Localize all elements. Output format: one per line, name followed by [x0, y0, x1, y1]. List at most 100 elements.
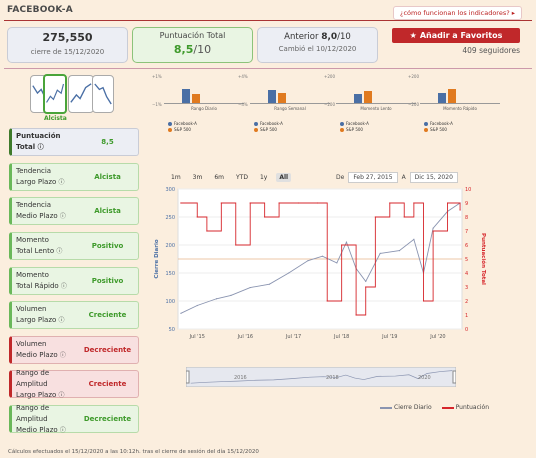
- y-right-tick: 3: [465, 285, 468, 291]
- date-to-label: A: [401, 174, 406, 181]
- y-right-tick: 9: [465, 201, 468, 207]
- bar-facebook: [438, 92, 446, 103]
- score-point: [446, 202, 449, 204]
- info-icon[interactable]: ⓘ: [59, 352, 66, 359]
- trend-thumb-up[interactable]: [68, 75, 94, 113]
- indicator-amplitude-medium[interactable]: Rango de Amplitud Medio Plazo ⓘ Decrecien…: [9, 404, 139, 434]
- navigator-label: 2018: [326, 375, 339, 381]
- bar-facebook: [182, 88, 190, 103]
- price-date: cierre de 15/12/2020: [30, 48, 105, 56]
- indicator-total-score[interactable]: Puntuación Total ⓘ 8,5: [9, 128, 139, 156]
- trend-line-icon: [46, 83, 65, 103]
- range-button-6m[interactable]: 6m: [214, 174, 225, 181]
- indicator-momentum-slow[interactable]: Momento Total Lento ⓘ Positivo: [9, 232, 139, 260]
- score-point: [235, 244, 237, 246]
- y-right-tick: 6: [465, 243, 468, 249]
- tick-top: +4%: [238, 74, 248, 79]
- trend-thumb-down[interactable]: [92, 75, 114, 113]
- info-icon[interactable]: ⓘ: [58, 391, 65, 399]
- how-indicators-link[interactable]: ¿cómo funcionan los indicadores? ▸: [393, 6, 522, 20]
- range-button-all[interactable]: All: [276, 173, 292, 182]
- y-right-tick: 5: [465, 257, 468, 263]
- info-icon[interactable]: ⓘ: [37, 144, 44, 151]
- mini-chart-caption: Momento Rápido: [443, 106, 477, 111]
- close-point: [307, 260, 309, 262]
- score-point: [326, 300, 328, 302]
- price-card: 275,550 cierre de 15/12/2020: [7, 27, 128, 63]
- legend-facebook: Facebook-A: [346, 121, 369, 126]
- navigator-handle-right[interactable]: [452, 370, 456, 384]
- indicator-label: Puntuación: [16, 132, 61, 140]
- score-point: [249, 202, 251, 204]
- info-icon[interactable]: ⓘ: [59, 213, 66, 220]
- y-right-tick: 10: [465, 187, 471, 193]
- date-range: De Feb 27, 2015 A Dic 15, 2020: [336, 172, 458, 183]
- navigator-label: 2016: [234, 375, 247, 381]
- legend-facebook: Facebook-A: [174, 121, 197, 126]
- legend-facebook: Facebook-A: [430, 121, 453, 126]
- add-favorite-label: Añadir a Favoritos: [419, 31, 503, 40]
- indicator-label: Tendencia: [16, 201, 52, 209]
- indicator-value: Decreciente: [83, 415, 132, 423]
- navigator-handle-left[interactable]: [186, 370, 190, 384]
- score-point: [278, 202, 280, 204]
- close-point: [215, 298, 218, 300]
- close-point: [365, 280, 367, 282]
- indicator-trend-medium[interactable]: Tendencia Medio Plazo ⓘ Alcista: [9, 197, 139, 225]
- indicator-trend-long[interactable]: Tendencia Largo Plazo ⓘ Alcista: [9, 163, 139, 191]
- indicator-sublabel: Largo Plazo: [16, 316, 57, 324]
- score-point: [432, 230, 434, 232]
- close-point: [321, 255, 324, 257]
- indicator-sublabel: Largo Plazo: [16, 178, 57, 186]
- close-point: [180, 312, 182, 314]
- calculation-note: Cálculos efectuados el 15/12/2020 a las …: [8, 449, 259, 455]
- x-tick: Jul '18: [333, 334, 349, 340]
- score-point: [374, 216, 376, 218]
- range-button-3m[interactable]: 3m: [192, 174, 203, 181]
- legend-item-close[interactable]: Cierre Diario: [380, 404, 432, 411]
- date-to-input[interactable]: Dic 15, 2020: [409, 172, 458, 183]
- info-icon[interactable]: ⓘ: [58, 317, 65, 324]
- score-point: [220, 202, 222, 204]
- tick-bottom: −1%: [152, 102, 162, 107]
- range-button-ytd[interactable]: YTD: [236, 174, 248, 181]
- trend-thumb-bullish[interactable]: [43, 74, 67, 114]
- indicator-value: 8,5: [101, 138, 114, 146]
- range-button-1y[interactable]: 1y: [259, 174, 268, 181]
- x-tick: Jul '17: [285, 334, 301, 340]
- x-tick: Jul '16: [237, 334, 253, 340]
- range-navigator[interactable]: 2016 2018 2020: [186, 367, 456, 387]
- date-from-input[interactable]: Feb 27, 2015: [348, 172, 398, 183]
- close-point: [196, 304, 198, 307]
- add-favorite-button[interactable]: ★ Añadir a Favoritos: [392, 28, 520, 43]
- indicator-volume-long[interactable]: Volumen Largo Plazo ⓘ Creciente: [9, 301, 139, 329]
- indicator-momentum-fast[interactable]: Momento Total Rápido ⓘ Positivo: [9, 267, 139, 295]
- y-left-label: Cierre Diario: [154, 239, 160, 278]
- price-value: 275,550: [42, 31, 93, 44]
- close-point: [379, 252, 381, 254]
- range-button-1m[interactable]: 1m: [171, 174, 181, 181]
- score-point: [316, 202, 319, 204]
- score-value: 8,5/10: [173, 43, 212, 56]
- info-icon[interactable]: ⓘ: [58, 179, 65, 186]
- y-left-tick: 200: [165, 243, 175, 249]
- y-left-tick: 250: [165, 215, 175, 221]
- indicator-value: Creciente: [88, 380, 127, 388]
- tick-top: +1%: [152, 74, 162, 79]
- indicator-amplitude-long[interactable]: Rango de Amplitud Largo Plazo ⓘ Creciente: [9, 369, 139, 399]
- score-point: [389, 202, 391, 204]
- score-point: [422, 300, 425, 302]
- mini-chart-daily-range: +1% −1% Rango Diario Facebook-A S&P 500: [152, 74, 244, 146]
- legend-item-score[interactable]: Puntuación: [441, 404, 489, 411]
- indicator-value: Alcista: [94, 207, 121, 215]
- info-icon[interactable]: ⓘ: [56, 248, 63, 255]
- bar-sp500: [278, 92, 286, 103]
- page-title: FACEBOOK-A: [7, 5, 73, 15]
- price-score-chart[interactable]: 50 100 150 200 250 300 0 1 2 3 4 5 6 7 8 9 10 Jul '15 Jul …: [150, 183, 490, 348]
- info-icon[interactable]: ⓘ: [59, 426, 66, 434]
- navigator-line: [190, 370, 453, 384]
- indicator-volume-medium[interactable]: Volumen Medio Plazo ⓘ Decreciente: [9, 336, 139, 364]
- info-icon[interactable]: ⓘ: [60, 283, 67, 290]
- mini-chart-caption: Momento Lento: [360, 106, 392, 111]
- bar-facebook: [268, 90, 276, 103]
